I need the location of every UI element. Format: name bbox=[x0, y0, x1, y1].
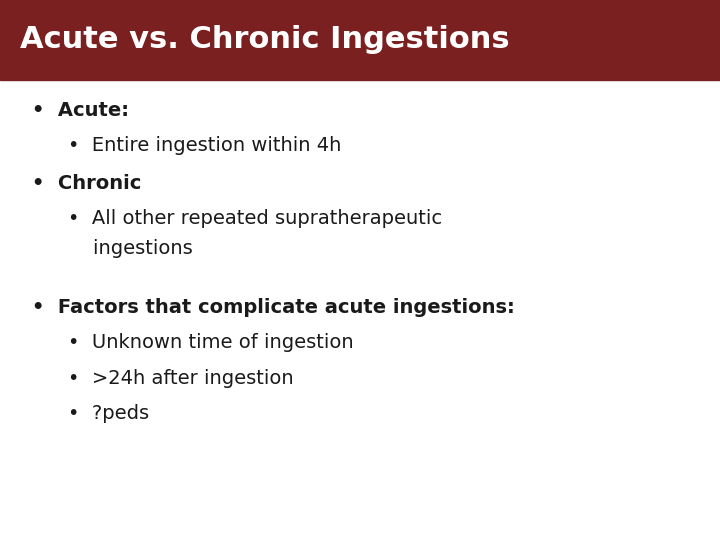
Text: •  ?peds: • ?peds bbox=[68, 403, 150, 423]
Text: •  Factors that complicate acute ingestions:: • Factors that complicate acute ingestio… bbox=[32, 298, 515, 318]
Text: •  Factors that complicate acute ingestions: • Factors that complicate acute ingestio… bbox=[0, 539, 1, 540]
Text: •  >24h after ingestion: • >24h after ingestion bbox=[68, 368, 294, 388]
Text: •  Factors that complicate acute ingestions:: • Factors that complicate acute ingestio… bbox=[0, 539, 1, 540]
Bar bbox=[0, 0, 720, 80]
Text: Acute vs. Chronic Ingestions: Acute vs. Chronic Ingestions bbox=[20, 25, 510, 55]
Text: •  All other repeated supratherapeutic: • All other repeated supratherapeutic bbox=[68, 209, 443, 228]
Text: ingestions: ingestions bbox=[68, 239, 193, 258]
Text: •  Unknown time of ingestion: • Unknown time of ingestion bbox=[68, 333, 354, 353]
Text: •  Acute:: • Acute: bbox=[32, 101, 130, 120]
Text: •  Entire ingestion within 4h: • Entire ingestion within 4h bbox=[68, 136, 342, 156]
Text: •  Chronic: • Chronic bbox=[32, 174, 142, 193]
